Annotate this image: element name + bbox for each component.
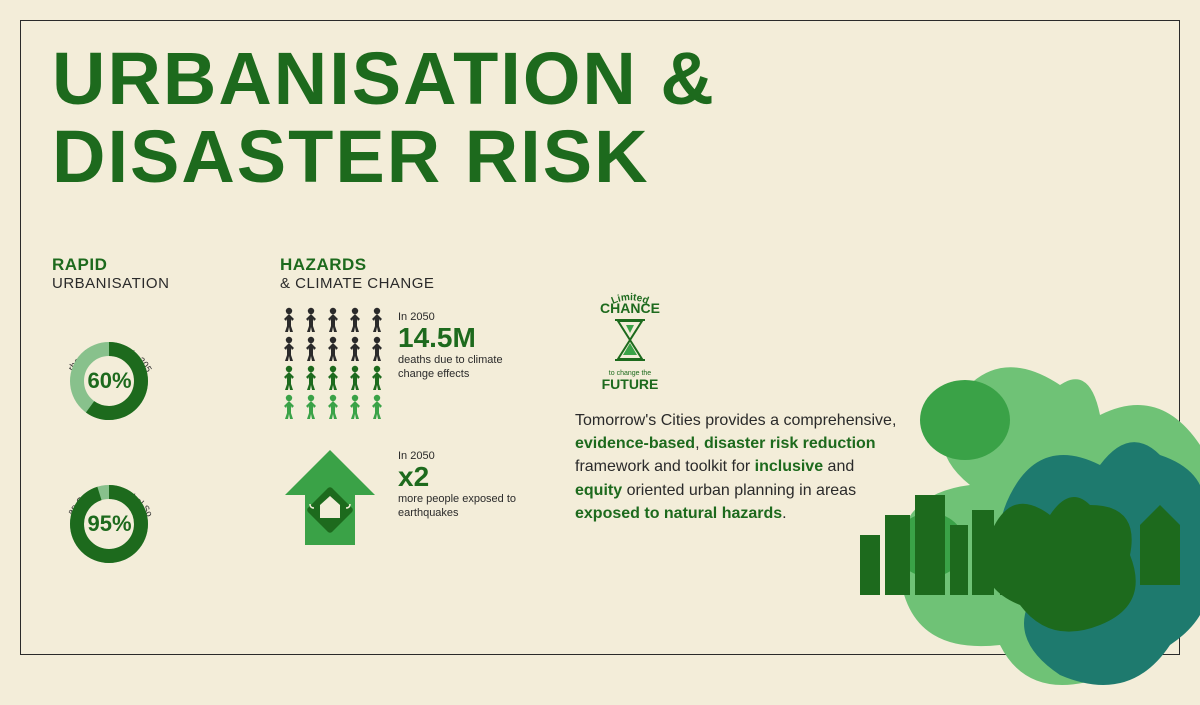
col2-label-norm: & CLIMATE CHANGE <box>280 275 434 292</box>
person-icon <box>302 307 320 333</box>
person-icon <box>368 394 386 420</box>
person-icon <box>324 365 342 391</box>
p-hl4: equity <box>575 482 622 499</box>
donut-urban-population: Urban Population in 2050 60% <box>52 311 252 426</box>
person-icon <box>368 336 386 362</box>
column-hazards: HAZARDS & CLIMATE CHANGE In 2050 14.5M d… <box>280 255 540 420</box>
person-icon <box>280 307 298 333</box>
stat1-big: 14.5M <box>398 323 538 354</box>
p-hl2: disaster risk reduction <box>704 435 876 452</box>
col1-label-bold: RAPID <box>52 255 107 274</box>
col2-heading: HAZARDS & CLIMATE CHANGE <box>280 255 540 293</box>
stat-deaths: In 2050 14.5M deaths due to climate chan… <box>398 311 538 381</box>
person-icon <box>346 394 364 420</box>
person-icon <box>324 394 342 420</box>
p-hl5: exposed to natural hazards <box>575 505 782 522</box>
stat-earthquake: In 2050 x2 more people exposed to earthq… <box>398 450 538 520</box>
person-icon <box>324 307 342 333</box>
stat1-desc: deaths due to climate change effects <box>398 354 538 382</box>
col1-heading: RAPID URBANISATION <box>52 255 252 293</box>
main-title: URBANISATION & DISASTER RISK <box>52 40 716 195</box>
person-icon <box>280 394 298 420</box>
p-mid2: framework and toolkit for <box>575 458 755 475</box>
column-urbanisation: RAPID URBANISATION Urban Population in 2… <box>52 255 252 569</box>
col1-label-norm: URBANISATION <box>52 275 169 292</box>
person-icon <box>302 394 320 420</box>
p-mid3: and <box>823 458 854 475</box>
arrow-up-icon <box>280 450 380 545</box>
column-narrative: Limited CHANCE to change the FUTURE Tomo… <box>575 285 905 525</box>
person-icon <box>346 307 364 333</box>
donut2-value: 95% <box>87 511 131 537</box>
col2-label-bold: HAZARDS <box>280 255 367 274</box>
p-mid4: oriented urban planning in areas <box>622 482 856 499</box>
title-line-2: DISASTER RISK <box>52 115 650 198</box>
narrative-paragraph: Tomorrow's Cities provides a comprehensi… <box>575 409 905 525</box>
p-end: . <box>782 505 786 522</box>
p-mid1: , <box>695 435 704 452</box>
person-icon <box>302 336 320 362</box>
p-hl3: inclusive <box>755 458 823 475</box>
p-plain: Tomorrow's Cities provides a comprehensi… <box>575 412 896 429</box>
stat2-desc: more people exposed to earthquakes <box>398 493 538 521</box>
stat2-big: x2 <box>398 462 538 493</box>
person-icon <box>324 336 342 362</box>
person-icon <box>368 307 386 333</box>
badge-future: FUTURE <box>602 376 659 392</box>
p-hl1: evidence-based <box>575 435 695 452</box>
person-icon <box>346 336 364 362</box>
arrow-earthquake-block: In 2050 x2 more people exposed to earthq… <box>280 450 380 550</box>
hourglass-badge: Limited CHANCE to change the FUTURE <box>575 285 685 395</box>
person-icon <box>302 365 320 391</box>
donut-urban-growth: Urban Growth in Global South 95% <box>52 454 252 569</box>
person-icon <box>346 365 364 391</box>
title-line-1: URBANISATION & <box>52 37 716 120</box>
badge-chance: CHANCE <box>600 300 660 316</box>
donut1-value: 60% <box>87 368 131 394</box>
person-icon <box>280 336 298 362</box>
person-icon <box>368 365 386 391</box>
person-icon <box>280 365 298 391</box>
